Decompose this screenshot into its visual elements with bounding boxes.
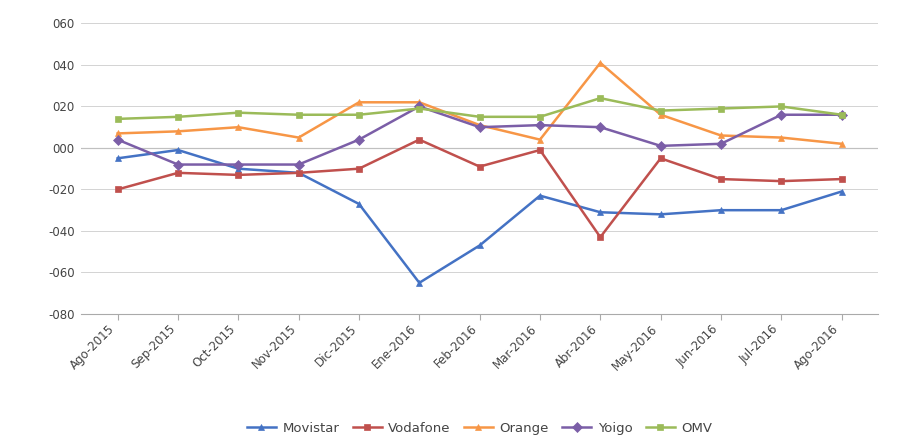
OMV xyxy=(595,95,605,101)
Yoigo xyxy=(173,162,184,167)
Orange xyxy=(233,125,243,130)
Movistar xyxy=(655,212,666,217)
Line: Orange: Orange xyxy=(114,59,845,147)
OMV xyxy=(293,112,304,117)
OMV xyxy=(414,106,424,111)
Yoigo xyxy=(836,112,847,117)
OMV xyxy=(354,112,365,117)
Movistar xyxy=(414,280,424,286)
Vodafone xyxy=(112,187,123,192)
Yoigo xyxy=(776,112,786,117)
OMV xyxy=(655,108,666,113)
Orange xyxy=(293,135,304,140)
OMV xyxy=(716,106,727,111)
Line: Movistar: Movistar xyxy=(114,146,845,286)
Yoigo xyxy=(414,104,424,109)
Vodafone xyxy=(233,172,243,177)
Movistar xyxy=(776,208,786,213)
Yoigo xyxy=(535,123,546,128)
OMV xyxy=(776,104,786,109)
OMV xyxy=(112,116,123,122)
OMV xyxy=(535,114,546,119)
Orange xyxy=(535,137,546,142)
Orange xyxy=(716,133,727,138)
Orange xyxy=(595,60,605,65)
Movistar xyxy=(354,201,365,207)
Yoigo xyxy=(595,125,605,130)
Movistar xyxy=(836,189,847,194)
Vodafone xyxy=(655,156,666,161)
Yoigo xyxy=(233,162,243,167)
Orange xyxy=(354,100,365,105)
Movistar xyxy=(112,156,123,161)
Vodafone xyxy=(293,170,304,175)
Vodafone xyxy=(535,147,546,153)
Yoigo xyxy=(112,137,123,142)
Vodafone xyxy=(173,170,184,175)
Legend: Movistar, Vodafone, Orange, Yoigo, OMV: Movistar, Vodafone, Orange, Yoigo, OMV xyxy=(242,417,718,436)
Line: Vodafone: Vodafone xyxy=(114,136,845,241)
Line: Yoigo: Yoigo xyxy=(114,103,845,168)
OMV xyxy=(836,112,847,117)
Orange xyxy=(173,129,184,134)
Yoigo xyxy=(354,137,365,142)
Movistar xyxy=(716,208,727,213)
Orange xyxy=(414,100,424,105)
Orange xyxy=(655,112,666,117)
Vodafone xyxy=(474,164,485,169)
Movistar xyxy=(535,193,546,198)
Movistar xyxy=(233,166,243,171)
Vodafone xyxy=(716,177,727,182)
Orange xyxy=(776,135,786,140)
Movistar xyxy=(474,243,485,248)
Vodafone xyxy=(836,177,847,182)
Orange xyxy=(474,123,485,128)
Yoigo xyxy=(474,125,485,130)
Orange xyxy=(836,141,847,146)
Yoigo xyxy=(655,143,666,149)
Movistar xyxy=(293,170,304,175)
OMV xyxy=(474,114,485,119)
Vodafone xyxy=(414,137,424,142)
Yoigo xyxy=(716,141,727,146)
Line: OMV: OMV xyxy=(114,95,845,123)
Vodafone xyxy=(776,178,786,184)
OMV xyxy=(233,110,243,115)
Movistar xyxy=(173,147,184,153)
Movistar xyxy=(595,210,605,215)
Orange xyxy=(112,131,123,136)
Yoigo xyxy=(293,162,304,167)
Vodafone xyxy=(595,235,605,240)
OMV xyxy=(173,114,184,119)
Vodafone xyxy=(354,166,365,171)
